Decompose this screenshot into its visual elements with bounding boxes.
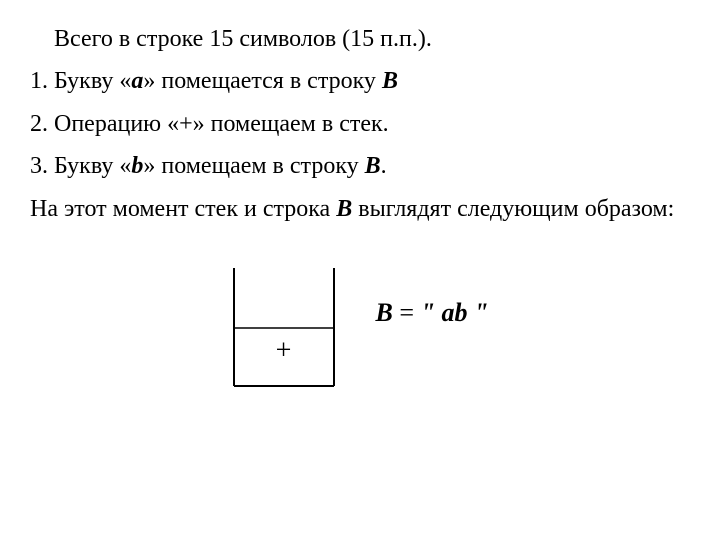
item3-prefix: 3. Букву « [30, 153, 131, 179]
item3-B: B [365, 153, 381, 179]
item3-letter: b [131, 153, 143, 179]
item1-mid: » помещается в строку [143, 68, 382, 94]
list-item-1: 1. Букву «a» помещается в строку B [30, 62, 690, 100]
note-part2: выглядят следующим образом: [352, 196, 674, 222]
intro-line: Всего в строке 15 символов (15 п.п.). [30, 20, 690, 58]
eq-ab: ab [442, 298, 468, 327]
note-B: B [336, 196, 352, 222]
item1-B: B [382, 68, 398, 94]
eq-B: B [376, 298, 393, 327]
item2-suffix: » помещаем в стек. [193, 111, 389, 137]
item2-op: + [179, 111, 193, 137]
note-part1: На этот момент стек и строка [30, 196, 336, 222]
list-item-2: 2. Операцию «+» помещаем в стек. [30, 105, 690, 143]
item1-letter: a [131, 68, 143, 94]
eq-quote2: " [468, 298, 489, 327]
stack-diagram: + [232, 268, 336, 388]
content-body: Всего в строке 15 символов (15 п.п.). 1.… [30, 20, 690, 388]
list-item-3: 3. Букву «b» помещаем в строку B. [30, 147, 690, 185]
item1-prefix: 1. Букву « [30, 68, 131, 94]
diagram-area: + B = " ab " [30, 268, 690, 388]
note-text: На этот момент стек и строка B выглядят … [30, 190, 690, 228]
stack-symbol: + [232, 329, 336, 374]
item2-prefix: 2. Операцию « [30, 111, 179, 137]
item3-mid: » помещаем в строку [143, 153, 364, 179]
b-equation: B = " ab " [376, 292, 489, 334]
item3-suffix: . [381, 153, 387, 179]
eq-equals: = [393, 298, 421, 327]
eq-quote1: " [421, 298, 442, 327]
